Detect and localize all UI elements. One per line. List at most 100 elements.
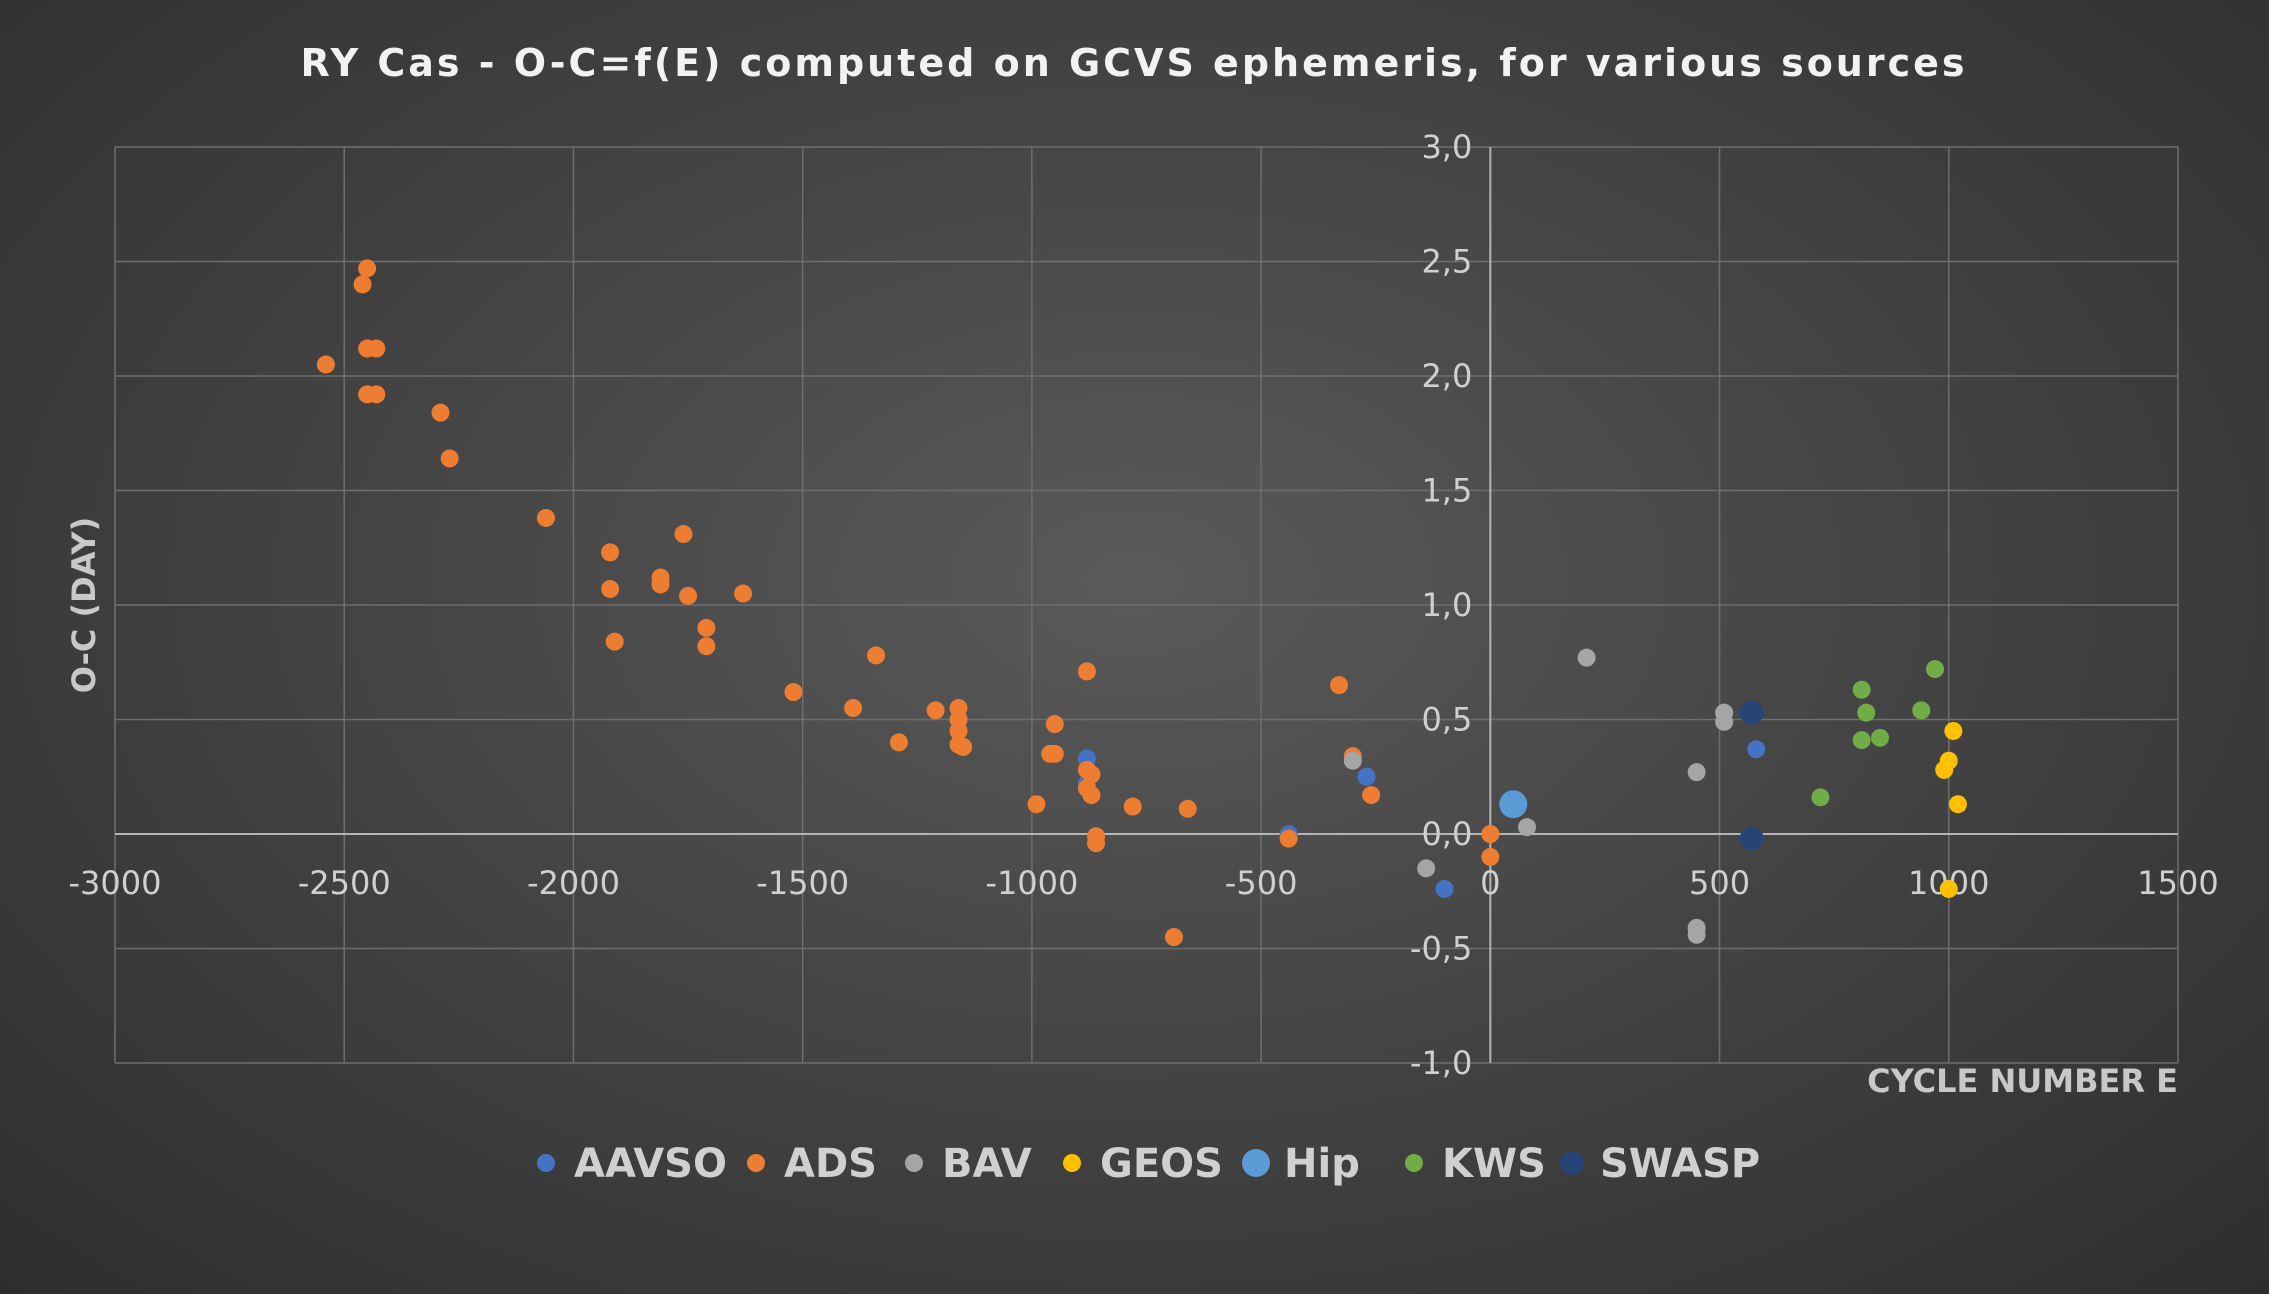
data-point: [1077, 662, 1096, 681]
data-point: [889, 733, 908, 752]
data-point: [1747, 740, 1766, 759]
legend-marker: [1560, 1151, 1584, 1175]
data-point: [601, 579, 620, 598]
data-point: [1123, 797, 1142, 816]
data-point: [1330, 676, 1349, 695]
data-point: [1481, 847, 1500, 866]
data-point: [734, 584, 753, 603]
data-point: [367, 339, 386, 358]
y-tick-label: 1,0: [1421, 586, 1472, 624]
data-point: [1811, 788, 1830, 807]
data-point: [1178, 799, 1197, 818]
data-point: [431, 403, 450, 422]
legend-item-swasp: SWASP: [1560, 1141, 1760, 1187]
data-point: [697, 618, 716, 637]
data-point: [1577, 648, 1596, 667]
data-point: [867, 646, 886, 665]
legend-marker: [1405, 1154, 1423, 1172]
legend-label: ADS: [784, 1141, 877, 1187]
data-point: [1926, 660, 1945, 679]
data-point: [1944, 721, 1963, 740]
data-point: [1715, 712, 1734, 731]
data-point: [1852, 731, 1871, 750]
data-point: [1165, 928, 1184, 947]
legend-marker: [537, 1154, 555, 1172]
x-tick-label: -1500: [756, 864, 849, 902]
data-point: [954, 737, 973, 756]
series-kws: [1811, 660, 1945, 807]
series-bav: [1343, 648, 1734, 944]
data-point: [1687, 763, 1706, 782]
x-tick-label: 1500: [2137, 864, 2218, 902]
data-point: [353, 275, 372, 294]
x-tick-label: -2500: [298, 864, 391, 902]
data-point: [674, 525, 693, 544]
data-point: [440, 449, 459, 468]
data-point: [367, 385, 386, 404]
data-point: [1852, 680, 1871, 699]
y-tick-label: -0,5: [1410, 930, 1472, 968]
legend-marker: [905, 1154, 923, 1172]
data-point: [1417, 859, 1436, 878]
data-point: [1939, 879, 1958, 898]
data-point: [1687, 925, 1706, 944]
x-tick-label: -2000: [527, 864, 620, 902]
data-point: [1499, 790, 1528, 819]
legend-marker: [1063, 1154, 1081, 1172]
legend-marker: [747, 1154, 765, 1172]
data-point: [1082, 786, 1101, 805]
legend-label: BAV: [942, 1141, 1032, 1187]
data-point: [605, 632, 624, 651]
data-point: [1045, 744, 1064, 763]
data-point: [601, 543, 620, 562]
data-point: [1518, 818, 1537, 837]
tick-labels: -3000-2500-2000-1500-1000-50005001000150…: [69, 128, 2219, 1082]
legend-marker: [1242, 1149, 1270, 1177]
legend-item-hip: Hip: [1242, 1141, 1360, 1187]
data-point: [1912, 701, 1931, 720]
x-tick-label: -3000: [69, 864, 162, 902]
x-axis-label: CYCLE NUMBER E: [1867, 1062, 2178, 1100]
data-point: [844, 699, 863, 718]
y-tick-label: 3,0: [1421, 128, 1472, 166]
data-point: [358, 259, 377, 278]
data-point: [1435, 879, 1454, 898]
data-point: [784, 683, 803, 702]
data-point: [651, 575, 670, 594]
data-point: [1279, 829, 1298, 848]
data-point: [1739, 700, 1764, 725]
legend-label: SWASP: [1600, 1141, 1760, 1187]
data-point: [1481, 825, 1500, 843]
data-point: [536, 508, 555, 527]
data-point: [1948, 795, 1967, 814]
data-points: [316, 259, 1967, 947]
data-point: [1087, 834, 1106, 853]
data-point: [1045, 715, 1064, 734]
y-tick-label: 2,0: [1421, 357, 1472, 395]
y-tick-label: 0,5: [1421, 701, 1472, 739]
data-point: [1739, 826, 1764, 851]
x-tick-label: 0: [1480, 864, 1500, 902]
y-tick-label: -1,0: [1410, 1044, 1472, 1082]
legend-item-ads: ADS: [747, 1141, 877, 1187]
x-tick-label: -1000: [985, 864, 1078, 902]
series-ads: [316, 259, 1500, 947]
data-point: [316, 355, 335, 374]
data-point: [1857, 703, 1876, 722]
data-point: [1939, 751, 1958, 770]
gridlines: [114, 146, 2179, 1064]
x-tick-label: -500: [1225, 864, 1298, 902]
legend-item-geos: GEOS: [1063, 1141, 1223, 1187]
y-tick-label: 0,0: [1421, 815, 1472, 853]
data-point: [679, 586, 698, 605]
legend-item-aavso: AAVSO: [537, 1141, 727, 1187]
legend-item-kws: KWS: [1405, 1141, 1546, 1187]
legend: AAVSO ADS BAV GEOS Hip KWS SWASP: [537, 1141, 1760, 1187]
chart-title: RY Cas - O-C=f(E) computed on GCVS ephem…: [300, 41, 1967, 85]
series-swasp: [1739, 700, 1764, 851]
legend-label: AAVSO: [574, 1141, 727, 1187]
legend-label: Hip: [1284, 1141, 1360, 1187]
data-point: [1871, 728, 1890, 747]
axes: [115, 147, 2178, 1063]
